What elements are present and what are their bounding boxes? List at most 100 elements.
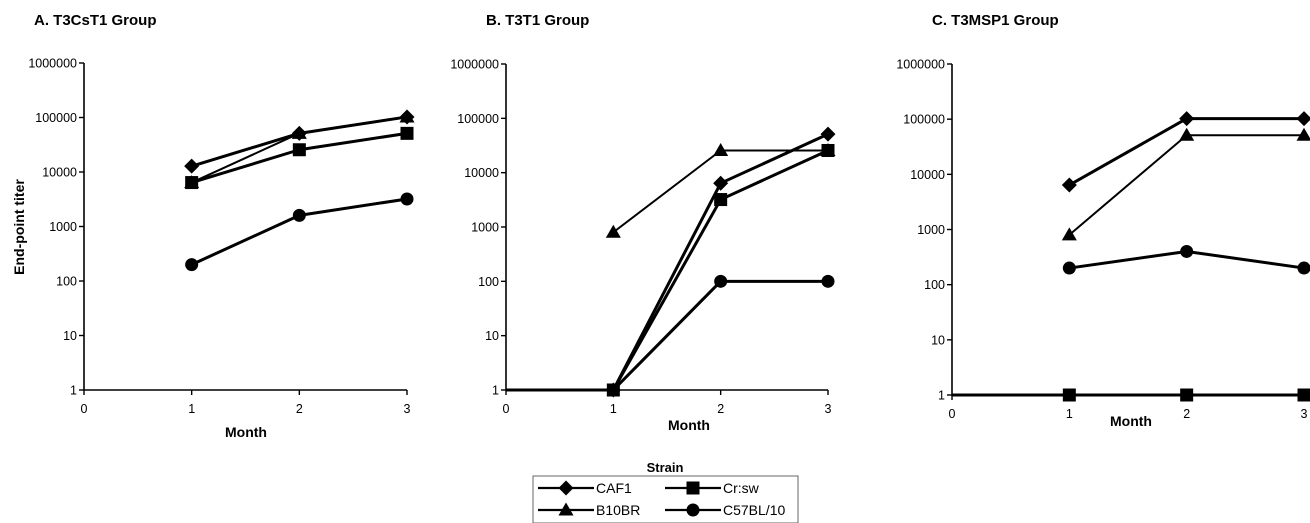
- data-point-square: [714, 193, 728, 207]
- y-axis-label: End-point titer: [11, 179, 27, 275]
- y-tick-label: 100: [924, 278, 945, 292]
- x-tick-label: 0: [949, 407, 956, 421]
- x-tick-label: 2: [296, 402, 303, 416]
- data-point-triangle: [1061, 227, 1077, 241]
- y-tick-label: 1000: [471, 221, 499, 235]
- series-c57bl-10: [1062, 244, 1310, 275]
- data-point-square: [1297, 388, 1310, 402]
- y-tick-label: 1000: [917, 223, 945, 237]
- y-tick-label: 10000: [42, 166, 77, 180]
- x-tick-label: 0: [503, 402, 510, 416]
- y-tick-label: 10: [931, 333, 945, 347]
- data-point-circle: [606, 383, 620, 397]
- series-line: [191, 197, 408, 266]
- x-axis-label: Month: [225, 424, 267, 440]
- chart-title: B. T3T1 Group: [486, 12, 589, 29]
- y-tick-label: 10000: [910, 168, 945, 182]
- x-tick-label: 1: [1066, 407, 1073, 421]
- data-point-circle: [821, 274, 835, 288]
- x-tick-label: 1: [610, 402, 617, 416]
- x-tick-label: 3: [1301, 407, 1308, 421]
- legend-marker-circle: [686, 503, 700, 517]
- y-tick-label: 100000: [903, 113, 945, 127]
- data-point-triangle: [1296, 127, 1310, 141]
- legend-title: Strain: [647, 460, 684, 475]
- data-point-diamond: [713, 175, 729, 191]
- data-point-circle: [1062, 261, 1076, 275]
- data-point-square: [400, 126, 414, 140]
- legend-marker-diamond: [558, 480, 574, 496]
- series-c57bl-10: [506, 274, 835, 397]
- data-point-square: [1180, 388, 1194, 402]
- y-tick-label: 100000: [457, 112, 499, 126]
- legend-label: C57BL/10: [723, 502, 785, 518]
- series-cr-sw: [952, 388, 1310, 402]
- legend-entry-diamond: CAF1: [538, 480, 632, 496]
- legend-entry-triangle: B10BR: [538, 502, 640, 518]
- data-point-square: [1062, 388, 1076, 402]
- series-b10br: [1061, 127, 1310, 241]
- data-point-circle: [714, 274, 728, 288]
- data-point-triangle: [1179, 127, 1195, 141]
- data-point-circle: [400, 192, 414, 206]
- series-line: [506, 279, 828, 392]
- series-caf1: [506, 126, 836, 398]
- x-tick-label: 3: [404, 402, 411, 416]
- chart-panel-3: C. T3MSP1 Group1101001000100001000001000…: [896, 12, 1310, 429]
- x-axis-label: Month: [1110, 413, 1152, 429]
- data-point-triangle: [605, 224, 621, 238]
- series-caf1: [184, 109, 415, 174]
- data-point-triangle: [291, 125, 307, 139]
- data-point-diamond: [184, 158, 200, 174]
- y-tick-label: 100000: [35, 111, 77, 125]
- legend-marker-square: [686, 481, 700, 495]
- series-line: [612, 149, 828, 234]
- y-tick-label: 10000: [464, 166, 499, 180]
- data-point-triangle: [713, 142, 729, 156]
- data-point-triangle: [820, 142, 836, 156]
- x-tick-label: 0: [81, 402, 88, 416]
- data-point-square: [292, 143, 306, 157]
- y-tick-label: 10: [63, 329, 77, 343]
- series-b10br: [184, 109, 415, 189]
- x-tick-label: 3: [825, 402, 832, 416]
- y-tick-label: 100: [56, 275, 77, 289]
- series-caf1: [1061, 111, 1310, 193]
- chart-title: C. T3MSP1 Group: [932, 12, 1059, 29]
- legend-label: Cr:sw: [723, 480, 760, 496]
- y-tick-label: 1: [492, 384, 499, 398]
- x-tick-label: 2: [1183, 407, 1190, 421]
- y-tick-label: 1: [938, 389, 945, 403]
- data-point-triangle: [399, 109, 415, 123]
- data-point-diamond: [1061, 177, 1077, 193]
- chart-panel-1: A. T3CsT1 Group1101001000100001000001000…: [11, 12, 415, 440]
- data-point-triangle: [184, 175, 200, 189]
- y-tick-label: 1: [70, 384, 77, 398]
- legend-label: CAF1: [596, 480, 632, 496]
- x-axis-label: Month: [668, 417, 710, 433]
- legend-box: [532, 475, 799, 523]
- data-point-circle: [1180, 244, 1194, 258]
- data-point-circle: [292, 208, 306, 222]
- y-tick-label: 1000: [49, 220, 77, 234]
- y-tick-label: 1000000: [896, 58, 945, 72]
- series-line: [1068, 134, 1304, 236]
- chart-panel-2: B. T3T1 Group110100100010000100000100000…: [450, 12, 836, 433]
- x-tick-label: 2: [717, 402, 724, 416]
- series-cr-sw: [506, 143, 835, 397]
- legend-marker-triangle: [558, 502, 574, 516]
- y-tick-label: 100: [478, 275, 499, 289]
- data-point-diamond: [1179, 111, 1195, 127]
- series-b10br: [605, 142, 836, 238]
- legend-label: B10BR: [596, 502, 640, 518]
- y-tick-label: 1000000: [28, 57, 77, 71]
- y-tick-label: 10: [485, 329, 499, 343]
- y-tick-label: 1000000: [450, 58, 499, 72]
- legend-entry-circle: C57BL/10: [665, 502, 785, 518]
- legend-entry-square: Cr:sw: [665, 480, 760, 496]
- series-line: [191, 115, 408, 168]
- series-c57bl-10: [185, 192, 414, 272]
- data-point-circle: [185, 258, 199, 272]
- x-tick-label: 1: [188, 402, 195, 416]
